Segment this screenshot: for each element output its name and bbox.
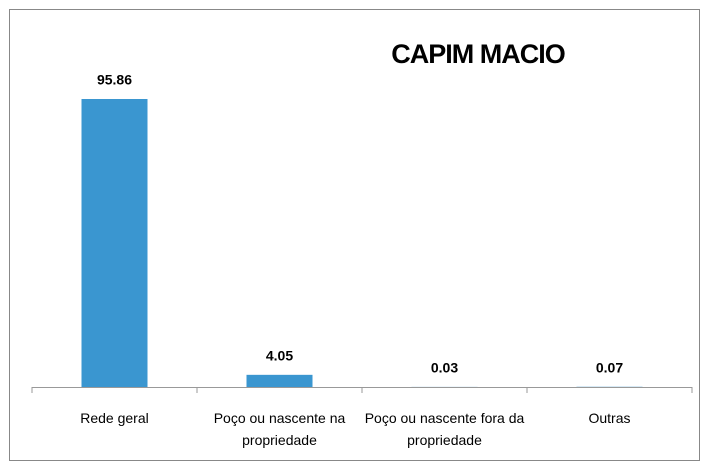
data-label: 0.07	[596, 359, 623, 375]
x-tick-label: Outras	[588, 410, 631, 426]
data-label: 95.86	[97, 72, 132, 88]
data-label: 0.03	[431, 360, 458, 376]
data-label: 4.05	[266, 348, 293, 364]
bar	[246, 374, 313, 387]
x-tick-label: Poço ou nascente na propriedade	[213, 410, 346, 448]
x-tick-label: Poço ou nascente fora da propriedade	[364, 410, 525, 448]
chart-title: CAPIM MACIO	[391, 39, 565, 69]
x-tick-label: Rede geral	[80, 410, 149, 426]
bar	[81, 99, 148, 387]
